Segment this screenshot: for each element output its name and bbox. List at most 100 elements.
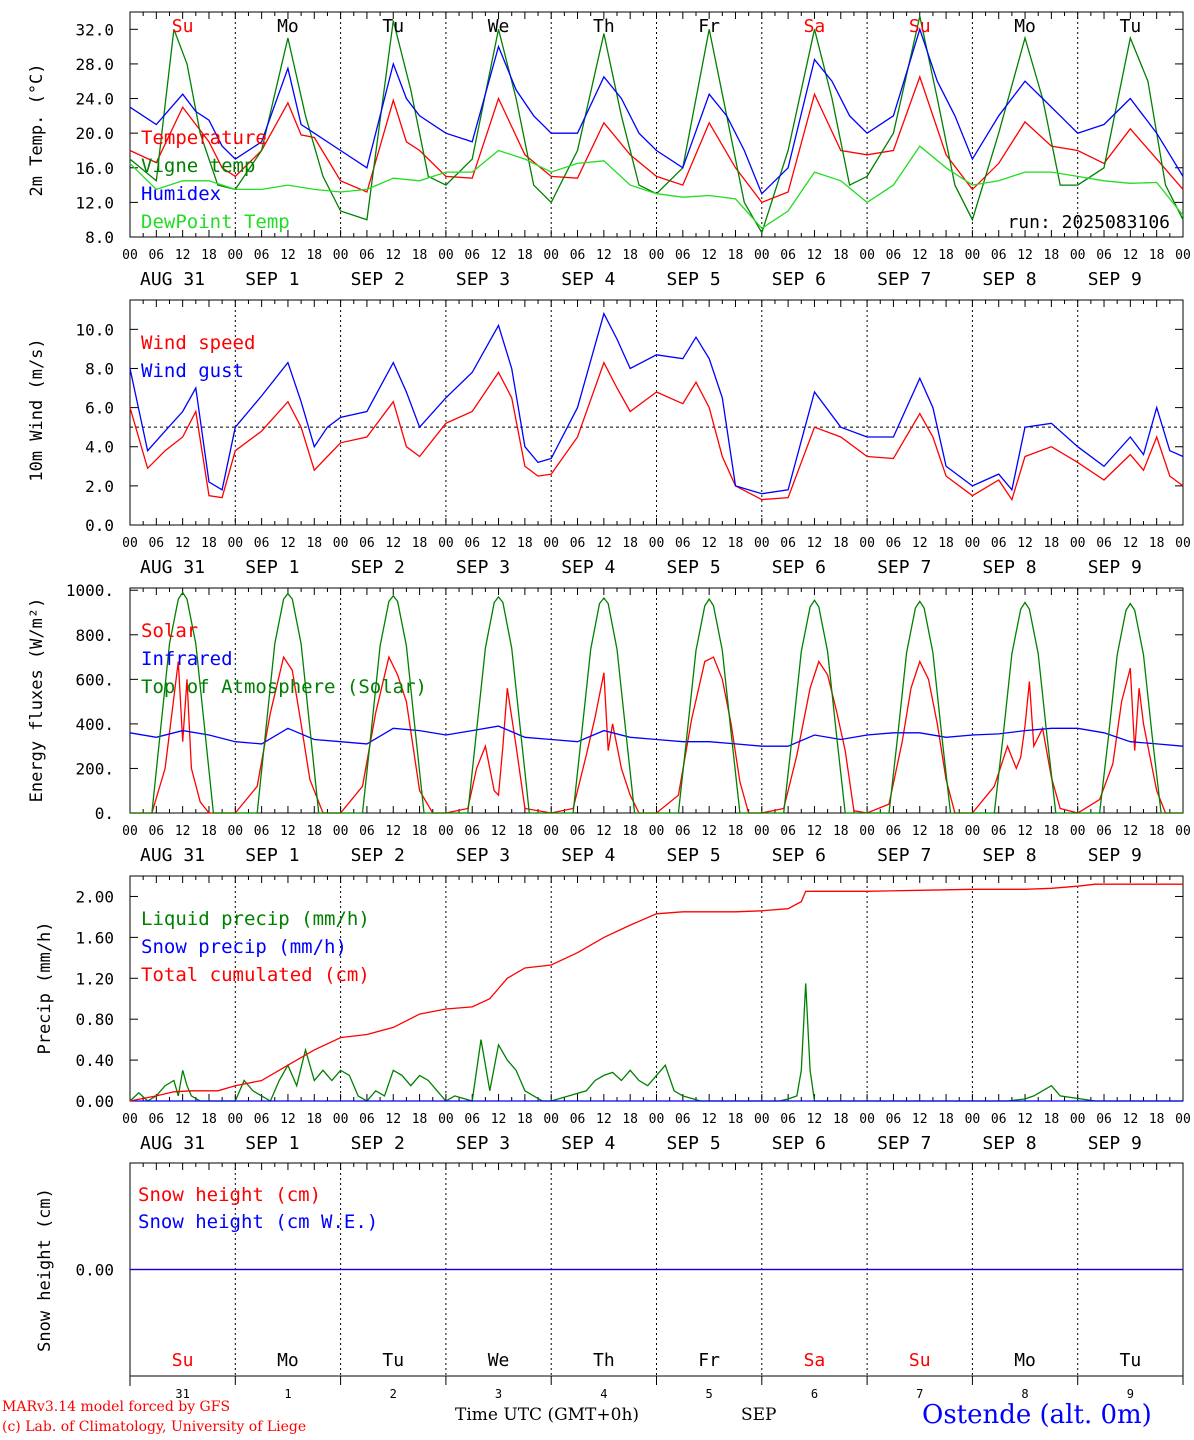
series-line-total-cumulated-cm- — [129, 883, 1183, 1102]
date-label: SEP 3 — [456, 557, 510, 578]
hour-tick-label: 00 — [438, 248, 454, 263]
hour-tick-label: 18 — [201, 248, 217, 263]
legend-entry: Humidex — [141, 183, 221, 205]
y-tick-label: 20.0 — [75, 124, 114, 143]
day-number-label: 31 — [175, 1387, 189, 1401]
date-label: SEP 5 — [667, 1133, 721, 1154]
hour-tick-label: 06 — [148, 824, 164, 839]
hour-tick-label: 00 — [1175, 536, 1191, 551]
hour-tick-label: 00 — [649, 824, 665, 839]
series-line-humidex — [129, 27, 1184, 195]
day-number-label: 4 — [600, 1387, 607, 1401]
hour-tick-label: 00 — [543, 824, 559, 839]
date-label: SEP 5 — [667, 269, 721, 290]
day-number-label: 6 — [811, 1387, 818, 1401]
hour-tick-label: 06 — [886, 824, 902, 839]
hour-tick-label: 18 — [938, 824, 954, 839]
y-tick-label: 16.0 — [75, 159, 114, 178]
hour-tick-label: 12 — [1017, 536, 1033, 551]
hour-tick-label: 18 — [412, 1112, 428, 1127]
hour-tick-label: 12 — [701, 536, 717, 551]
panel-5: 0.00 Snow height (cm) Snow height (cm) Snow… — [35, 1162, 1184, 1401]
date-label: SEP 3 — [456, 845, 510, 866]
y-tick-label: 10.0 — [75, 320, 114, 339]
hour-tick-label: 18 — [728, 1112, 744, 1127]
hour-tick-label: 12 — [385, 536, 401, 551]
hour-tick-label: 18 — [306, 248, 322, 263]
hour-tick-label: 06 — [254, 536, 270, 551]
hour-tick-label: 06 — [570, 536, 586, 551]
hour-tick-label: 18 — [938, 536, 954, 551]
hour-tick-label: 06 — [1096, 536, 1112, 551]
hour-tick-label: 12 — [807, 824, 823, 839]
hour-tick-label: 06 — [359, 824, 375, 839]
hour-tick-label: 12 — [701, 824, 717, 839]
hour-tick-label: 18 — [833, 536, 849, 551]
hour-tick-label: 00 — [543, 248, 559, 263]
hour-tick-label: 00 — [438, 536, 454, 551]
hour-tick-label: 18 — [201, 536, 217, 551]
hour-tick-label: 18 — [306, 536, 322, 551]
y-tick-label: 8.0 — [85, 359, 114, 378]
weekday-label: Fr — [698, 16, 720, 37]
y-tick-label: 2.0 — [85, 477, 114, 496]
hour-tick-label: 06 — [886, 248, 902, 263]
hour-tick-label: 00 — [754, 1112, 770, 1127]
hour-tick-label: 12 — [701, 248, 717, 263]
hour-tick-label: 18 — [412, 248, 428, 263]
hour-tick-label: 12 — [596, 536, 612, 551]
y-tick-label: 0.00 — [75, 1092, 114, 1111]
weekday-label: Th — [593, 16, 615, 37]
footer-month-label: SEP — [741, 1405, 777, 1425]
hour-tick-label: 00 — [965, 1112, 981, 1127]
hour-tick-label: 00 — [122, 1112, 138, 1127]
hour-tick-label: 12 — [1123, 536, 1139, 551]
series-line-solar — [130, 655, 1183, 814]
hour-tick-label: 12 — [1017, 824, 1033, 839]
legend-entry: Solar — [141, 620, 198, 642]
hour-tick-label: 06 — [464, 536, 480, 551]
date-label: AUG 31 — [140, 1133, 205, 1154]
hour-tick-label: 06 — [780, 1112, 796, 1127]
date-label: SEP 7 — [877, 269, 931, 290]
hour-tick-label: 00 — [333, 1112, 349, 1127]
weekday-label: Su — [172, 16, 194, 37]
hour-tick-label: 00 — [543, 536, 559, 551]
hour-tick-label: 18 — [201, 1112, 217, 1127]
y-tick-label: 24.0 — [75, 90, 114, 109]
date-label: SEP 9 — [1088, 557, 1142, 578]
hour-tick-label: 06 — [464, 1112, 480, 1127]
hour-tick-label: 12 — [175, 824, 191, 839]
hour-tick-label: 00 — [649, 248, 665, 263]
hour-tick-label: 00 — [754, 248, 770, 263]
date-label: SEP 6 — [772, 845, 826, 866]
panel-4: 0.00 0.40 0.80 1.20 1.60 2.00 Precip (mm/h) Liq… — [35, 875, 1191, 1154]
date-label: SEP 2 — [351, 845, 405, 866]
hour-tick-label: 12 — [1123, 824, 1139, 839]
hour-tick-label: 06 — [991, 248, 1007, 263]
weekday-label: Su — [909, 16, 931, 37]
hour-tick-label: 06 — [570, 1112, 586, 1127]
hour-tick-label: 12 — [1017, 248, 1033, 263]
footer-model-label: MARv3.14 model forced by GFS — [2, 1399, 231, 1415]
panel-1: 8.0 12.0 16.0 20.0 24.0 28.0 32.0 2m Temp. (°C)… — [27, 11, 1191, 290]
hour-tick-label: 00 — [333, 824, 349, 839]
run-annotation: run: 2025083106 — [1007, 212, 1170, 233]
hour-tick-label: 06 — [991, 536, 1007, 551]
date-label: SEP 6 — [772, 1133, 826, 1154]
weekday-label: Mo — [1014, 1350, 1036, 1371]
hour-tick-label: 00 — [965, 824, 981, 839]
hour-tick-label: 12 — [807, 1112, 823, 1127]
date-label: SEP 4 — [561, 845, 615, 866]
hour-tick-label: 06 — [148, 1112, 164, 1127]
hour-tick-label: 12 — [280, 1112, 296, 1127]
date-label: SEP 1 — [245, 1133, 299, 1154]
hour-tick-label: 18 — [517, 536, 533, 551]
series-line-vigne-temp — [129, 16, 1184, 235]
y-tick-label: 28.0 — [75, 55, 114, 74]
hour-tick-label: 12 — [807, 248, 823, 263]
hour-tick-label: 12 — [491, 1112, 507, 1127]
date-label: SEP 9 — [1088, 269, 1142, 290]
y-tick-label: 6.0 — [85, 399, 114, 418]
